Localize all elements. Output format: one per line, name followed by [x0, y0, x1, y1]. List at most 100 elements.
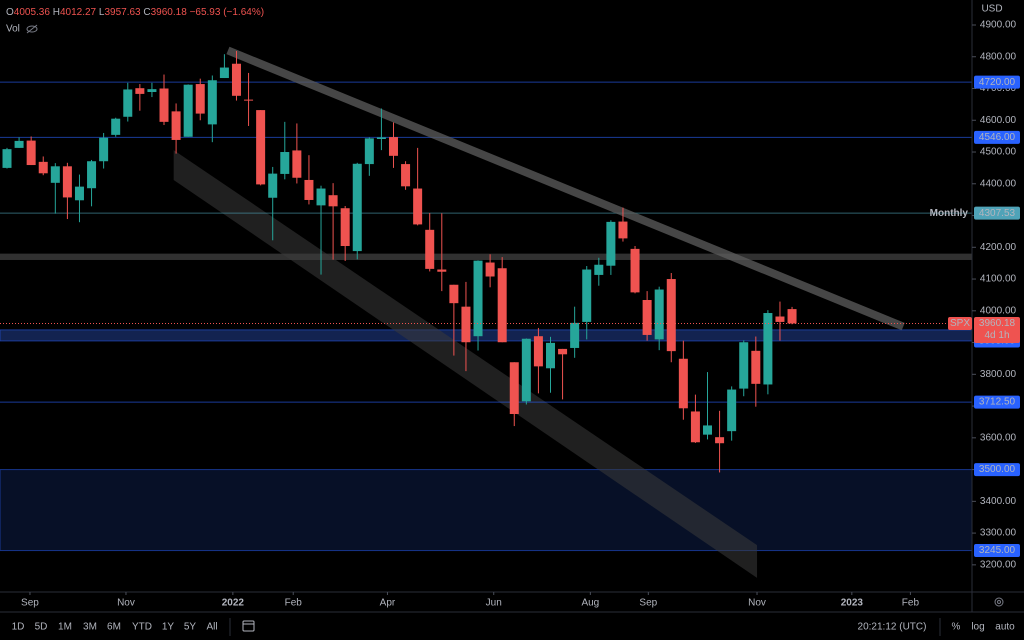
level-label: 4546.00 — [979, 132, 1016, 143]
candle-body — [388, 137, 398, 156]
candle-body — [26, 140, 36, 166]
candle-body — [195, 84, 205, 114]
x-tick-label: Feb — [902, 598, 920, 609]
candle-body — [558, 348, 568, 355]
range-button[interactable]: 5D — [35, 622, 48, 633]
last-price-label: 3960.18 — [979, 318, 1016, 329]
range-button[interactable]: 3M — [83, 622, 97, 633]
legend-change: −65.93 (−1.64%) — [190, 7, 265, 18]
currency-label[interactable]: USD — [981, 4, 1002, 15]
candle-body — [50, 166, 60, 183]
x-tick-label: Feb — [285, 598, 303, 609]
symbol-tag: SPX — [950, 318, 970, 329]
candle-body — [147, 89, 157, 92]
candle-body — [207, 80, 217, 125]
candle-body — [666, 279, 676, 352]
level-label-box — [974, 130, 1020, 144]
plot-area: Monthly — [0, 46, 973, 578]
range-button[interactable]: 5Y — [184, 622, 197, 633]
candle-body — [231, 63, 241, 96]
candle-body — [751, 350, 761, 384]
x-tick-label: Nov — [117, 598, 135, 609]
y-tick-label: 4000.00 — [980, 305, 1017, 316]
y-tick-label: 4400.00 — [980, 178, 1017, 189]
candle-body — [328, 195, 338, 207]
level-label-box — [974, 395, 1020, 409]
symbol-tag-box — [948, 316, 972, 330]
legend-value: 3960.18 — [151, 7, 188, 18]
range-button[interactable]: 1Y — [162, 622, 175, 633]
level-label-box — [974, 75, 1020, 89]
candle-body — [183, 84, 193, 137]
candle-body — [485, 262, 495, 277]
zone-label-box — [974, 544, 1020, 558]
candle-body — [630, 248, 640, 293]
x-tick-label: 2023 — [841, 598, 864, 609]
candle-body — [38, 161, 48, 174]
last-price-box — [974, 316, 1020, 343]
candle-body — [74, 186, 84, 201]
scale-option[interactable]: log — [971, 622, 984, 633]
range-button[interactable]: 1M — [58, 622, 72, 633]
x-tick-label: Apr — [380, 598, 396, 609]
calendar-icon[interactable] — [242, 620, 255, 632]
scale-option[interactable]: % — [952, 622, 961, 633]
legend-value: 3957.63 — [104, 7, 141, 18]
candle-body — [123, 89, 133, 117]
candle-body — [654, 289, 664, 340]
range-button[interactable]: 1D — [12, 622, 25, 633]
candle-body — [256, 110, 266, 185]
legend-key: O — [6, 7, 14, 18]
level-note: Monthly — [930, 208, 969, 219]
candle-body — [570, 322, 580, 348]
range-button[interactable]: YTD — [132, 622, 152, 633]
x-tick-label: Aug — [581, 598, 599, 609]
settings-icon[interactable] — [994, 597, 1004, 607]
level-label: 4720.00 — [979, 77, 1016, 88]
candle-body — [99, 137, 109, 162]
candle-body — [509, 362, 519, 415]
zone — [0, 253, 972, 260]
level-label: 4307.53 — [979, 208, 1016, 219]
scale-option[interactable]: auto — [995, 622, 1015, 633]
candle-body — [376, 137, 386, 139]
volume-label[interactable]: Vol — [6, 24, 20, 35]
zone — [0, 469, 973, 552]
y-tick-label: 3800.00 — [980, 369, 1017, 380]
eye-icon[interactable] — [26, 24, 38, 34]
x-tick-label: Jun — [486, 598, 502, 609]
range-button[interactable]: All — [206, 622, 217, 633]
zone-label: 3245.00 — [979, 545, 1016, 556]
y-tick-label: 4200.00 — [980, 242, 1017, 253]
ohlc-legend: O4005.36 H4012.27 L3957.63 C3960.18 −65.… — [6, 7, 264, 18]
x-tick-label: Nov — [748, 598, 766, 609]
candle-body — [171, 111, 181, 140]
channel — [173, 150, 758, 578]
legend-value: 4012.27 — [60, 7, 97, 18]
candle-body — [437, 269, 447, 272]
candle-body — [690, 411, 700, 443]
candle-body — [159, 88, 169, 122]
candle-body — [739, 342, 749, 389]
candle-body — [727, 389, 737, 432]
candle-body — [401, 164, 411, 187]
candle-body — [425, 229, 435, 269]
candle-body — [533, 336, 543, 367]
candle-body — [461, 306, 471, 343]
candle-body — [715, 437, 725, 444]
candle-body — [582, 269, 592, 322]
legend-key: L — [99, 7, 105, 18]
clock[interactable]: 20:21:12 (UTC) — [858, 622, 927, 633]
zone-label-box — [974, 463, 1020, 477]
candle-body — [594, 264, 604, 275]
candle-body — [14, 140, 24, 148]
candle-body — [678, 358, 688, 409]
countdown-label: 4d 1h — [984, 330, 1009, 341]
candle-body — [703, 425, 713, 435]
range-button[interactable]: 6M — [107, 622, 121, 633]
candle-body — [449, 284, 459, 304]
legend-key: H — [53, 7, 60, 18]
y-tick-label: 3300.00 — [980, 528, 1017, 539]
candle-body — [316, 188, 326, 206]
candle-body — [413, 188, 423, 225]
